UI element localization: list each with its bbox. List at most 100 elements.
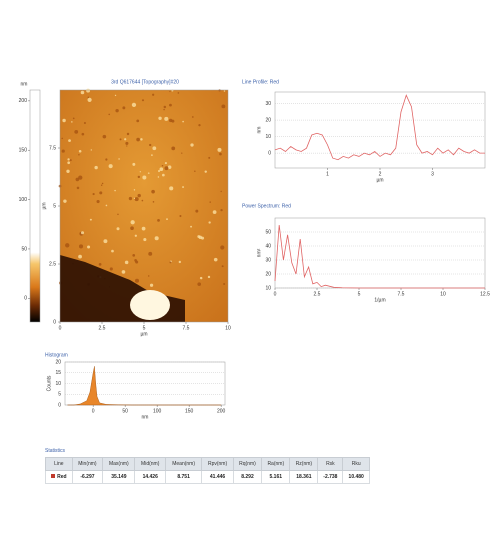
speck	[149, 144, 151, 146]
speck	[106, 205, 108, 207]
y-tick-label: 0	[268, 150, 271, 156]
speck	[78, 154, 80, 156]
x-tick-label: 0	[59, 325, 62, 331]
speck	[67, 161, 70, 164]
column-header: Mid(nm)	[135, 458, 165, 471]
x-axis-label: 1/µm	[374, 297, 385, 303]
colorbar	[30, 90, 40, 322]
speck	[194, 171, 195, 172]
y-tick-label: 100	[19, 197, 28, 203]
speck	[130, 226, 134, 230]
x-axis-label: nm	[142, 414, 149, 420]
speck	[77, 187, 80, 190]
cell-text: 5.161	[270, 474, 283, 480]
speck	[199, 236, 202, 239]
y-tick-label: 10	[265, 134, 271, 140]
speck	[101, 185, 102, 186]
speck	[150, 284, 153, 287]
speck	[131, 220, 135, 224]
speck	[153, 201, 155, 203]
speck	[158, 176, 159, 177]
cell-text: 41.446	[210, 474, 225, 480]
y-tick-label: 10	[55, 381, 61, 387]
chart-title: Power Spectrum: Red	[242, 203, 291, 209]
cell-text: 14.426	[143, 474, 158, 480]
speck	[163, 109, 164, 110]
speck	[93, 193, 95, 195]
speck	[159, 167, 163, 171]
speck	[217, 148, 221, 152]
x-tick-label: 50	[122, 408, 128, 414]
speck	[169, 104, 172, 107]
speck	[208, 221, 210, 223]
column-header: Rsk	[318, 458, 343, 471]
column-header: Min(nm)	[72, 458, 102, 471]
y-tick-label: 50	[265, 229, 271, 235]
y-tick-label: 5	[53, 203, 56, 209]
speck	[99, 263, 102, 266]
y-tick-label: 20	[55, 359, 61, 365]
x-tick-label: 0	[92, 408, 95, 414]
y-tick-label: 30	[265, 101, 271, 107]
speck	[70, 159, 72, 161]
speck	[88, 97, 89, 98]
x-tick-label: 150	[185, 408, 194, 414]
bright-particle	[130, 290, 170, 320]
speck	[74, 130, 78, 134]
speck	[126, 145, 127, 146]
speck	[148, 275, 149, 276]
speck	[117, 227, 120, 230]
x-tick-label: 2.5	[314, 291, 321, 297]
speck	[114, 190, 115, 191]
y-tick-label: 2.5	[49, 261, 56, 267]
speck	[73, 118, 75, 120]
speck	[200, 277, 202, 279]
column-header: Rq(nm)	[233, 458, 261, 471]
y-axis-label: nm²	[256, 248, 262, 257]
speck	[76, 178, 80, 182]
statistics-table: LineMin(nm)Max(nm)Mid(nm)Mean(nm)Rpv(nm)…	[45, 457, 370, 484]
cell-text: 18.361	[296, 474, 311, 480]
speck	[179, 215, 181, 217]
speck	[115, 109, 118, 112]
y-tick-label: 10	[265, 285, 271, 291]
speck	[135, 235, 137, 237]
speck	[158, 170, 160, 172]
speck	[169, 91, 170, 92]
speck	[158, 117, 161, 120]
x-tick-label: 7.5	[183, 325, 190, 331]
plot-area	[275, 218, 485, 288]
speck	[79, 244, 83, 248]
speck	[84, 122, 86, 124]
speck	[63, 199, 66, 202]
speck	[78, 255, 82, 259]
y-tick-label: 0	[24, 296, 27, 302]
speck	[110, 267, 113, 270]
speck	[165, 166, 169, 170]
x-tick-label: 0	[274, 291, 277, 297]
y-tick-label: 15	[55, 370, 61, 376]
x-tick-label: 100	[153, 408, 162, 414]
speck	[190, 143, 193, 146]
speck	[127, 133, 129, 135]
speck	[162, 165, 163, 166]
speck	[181, 152, 182, 153]
cell: -2.738	[318, 471, 343, 484]
column-header: Rz(nm)	[290, 458, 318, 471]
speck	[140, 138, 142, 140]
column-header: Rku	[343, 458, 370, 471]
speck	[68, 139, 71, 142]
screenshot: nm0501001502003rd Q617644 [Topography]#2…	[0, 0, 494, 548]
speck	[148, 172, 150, 174]
speck	[82, 133, 85, 136]
speck	[132, 254, 135, 257]
speck	[99, 191, 102, 194]
speck	[86, 89, 90, 93]
cell-text: 8.751	[177, 474, 190, 480]
speck	[209, 201, 210, 202]
speck	[169, 119, 172, 122]
speck	[62, 119, 65, 122]
speck	[164, 106, 166, 108]
